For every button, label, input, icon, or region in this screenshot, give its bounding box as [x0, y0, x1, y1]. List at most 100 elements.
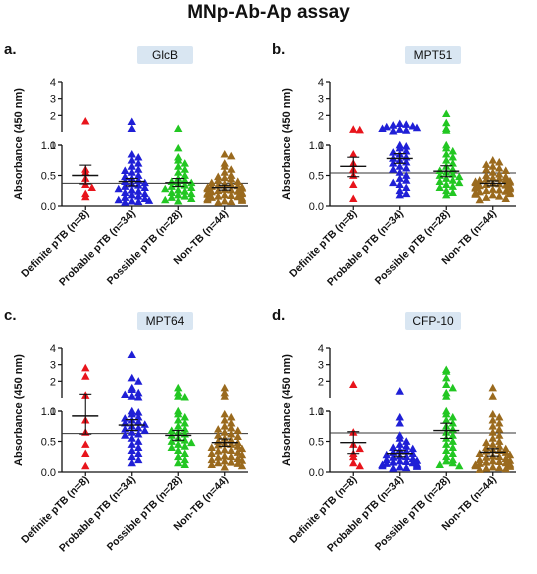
- data-point: [220, 428, 229, 436]
- data-point: [495, 437, 504, 445]
- data-point: [482, 438, 491, 447]
- data-point: [180, 419, 189, 427]
- data-point: [134, 159, 143, 167]
- data-point: [174, 422, 183, 430]
- data-point: [167, 193, 176, 201]
- data-point: [435, 460, 444, 469]
- data-point: [207, 455, 216, 464]
- data-point: [448, 412, 457, 421]
- data-point: [161, 195, 170, 204]
- data-point: [134, 455, 143, 464]
- data-point: [233, 442, 242, 450]
- data-point: [355, 461, 364, 470]
- data-point: [233, 432, 242, 440]
- data-point: [442, 415, 451, 424]
- data-point: [127, 440, 136, 448]
- data-point: [395, 440, 404, 448]
- data-point: [134, 377, 143, 385]
- data-point: [134, 449, 143, 458]
- data-point: [237, 444, 247, 453]
- data-point: [442, 190, 451, 199]
- data-point: [442, 373, 451, 382]
- data-point: [237, 189, 247, 198]
- data-point: [127, 149, 136, 158]
- y-tick-label: 0.5: [41, 437, 56, 449]
- data-point: [378, 124, 387, 133]
- data-point: [395, 186, 404, 195]
- data-point: [395, 174, 404, 182]
- data-point: [442, 452, 451, 461]
- data-point: [237, 450, 247, 459]
- data-point: [402, 442, 411, 450]
- data-point: [455, 461, 464, 470]
- data-point: [220, 422, 229, 430]
- data-point: [448, 170, 457, 178]
- data-point: [442, 392, 451, 400]
- y-tick-label: 1: [318, 406, 324, 418]
- data-point: [81, 116, 90, 125]
- data-point: [174, 156, 183, 164]
- data-point: [395, 387, 404, 395]
- scatter-plot: d. CFP-10 Absorbance (450 nm) 1 2 3 4 0.0 0.5 1.0…: [272, 307, 516, 555]
- data-point: [174, 196, 183, 205]
- data-point: [220, 149, 229, 158]
- data-point: [134, 423, 143, 432]
- data-point: [81, 372, 90, 380]
- data-point: [180, 159, 189, 167]
- data-point: [237, 184, 247, 192]
- data-point: [180, 436, 189, 444]
- data-point: [448, 188, 457, 196]
- data-point: [495, 174, 504, 182]
- data-point: [505, 462, 515, 470]
- panel-title-box: [137, 46, 193, 64]
- data-point: [180, 412, 189, 421]
- data-point: [408, 444, 417, 453]
- data-point: [220, 415, 229, 424]
- data-point: [127, 190, 136, 199]
- data-point: [134, 429, 143, 438]
- data-point: [395, 162, 404, 170]
- y-tick-label: 1.0: [41, 140, 56, 152]
- data-point: [395, 190, 404, 199]
- data-point: [448, 182, 457, 190]
- data-point: [349, 458, 358, 467]
- data-point: [203, 190, 212, 198]
- data-point: [488, 462, 497, 471]
- data-point: [127, 117, 136, 126]
- data-point: [488, 434, 497, 442]
- data-point: [220, 392, 229, 400]
- data-point: [448, 153, 457, 161]
- data-point: [134, 165, 143, 173]
- data-point: [233, 177, 242, 185]
- data-point: [220, 190, 229, 199]
- data-point: [455, 172, 464, 181]
- data-point: [389, 443, 398, 451]
- data-point: [167, 443, 176, 451]
- x-category-label: Probable pTB (n=34): [325, 474, 406, 555]
- data-point: [233, 459, 242, 467]
- data-point: [402, 183, 411, 192]
- data-point: [505, 450, 515, 459]
- data-point: [220, 409, 229, 418]
- data-point: [402, 142, 411, 150]
- data-point: [442, 456, 451, 465]
- data-point: [389, 458, 398, 466]
- y-tick-label: 4: [50, 77, 56, 89]
- data-point: [127, 373, 136, 382]
- panel-title: MPT51: [414, 48, 453, 62]
- data-point: [227, 180, 236, 189]
- data-point: [180, 192, 189, 200]
- y-tick-label: 2: [50, 110, 56, 122]
- data-point: [389, 121, 398, 129]
- data-point: [214, 186, 223, 195]
- data-point: [214, 198, 223, 206]
- data-point: [227, 452, 236, 461]
- panel-title: CFP-10: [412, 314, 454, 328]
- data-point: [495, 192, 504, 200]
- data-point: [207, 449, 216, 458]
- data-point: [442, 186, 451, 195]
- panel-letter: a.: [4, 41, 17, 58]
- data-point: [395, 119, 404, 128]
- data-point: [220, 196, 229, 205]
